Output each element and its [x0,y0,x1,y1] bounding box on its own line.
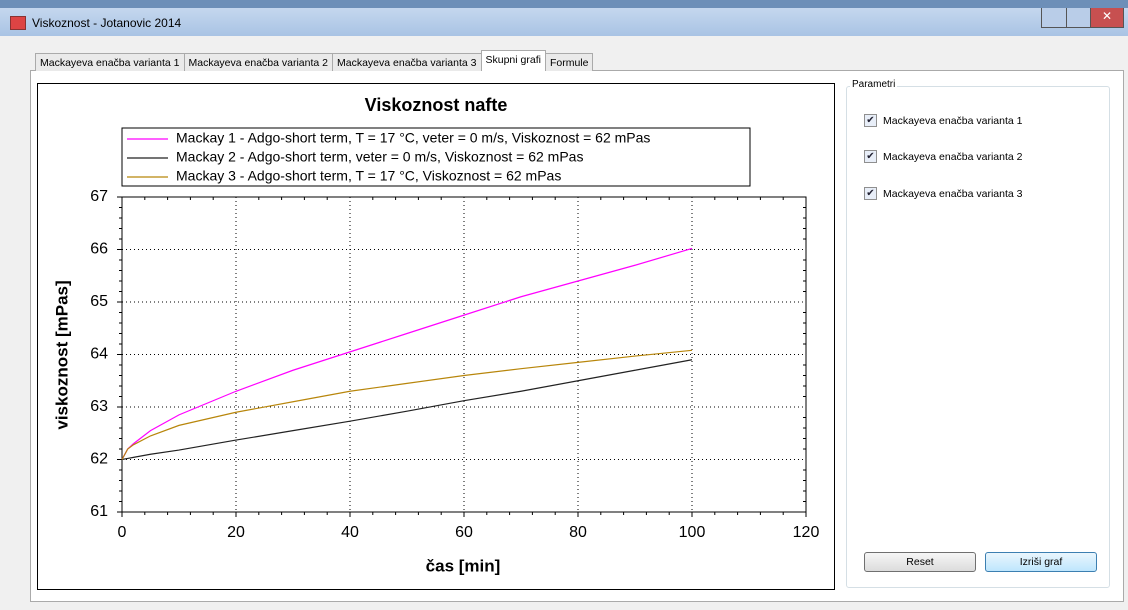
checkbox-label: Mackayeva enačba varianta 2 [883,150,1023,163]
x-tick-label: 100 [679,524,706,541]
checkbox[interactable]: ✔ Mackayeva enačba varianta 3 [864,187,1023,200]
y-tick-label: 66 [90,241,108,258]
x-tick-label: 120 [793,524,820,541]
x-tick-label: 80 [569,524,587,541]
checkbox-box[interactable]: ✔ [864,150,877,163]
tab[interactable]: Mackayeva enačba varianta 2 [183,53,333,71]
y-tick-label: 64 [90,346,108,363]
x-tick-label: 0 [118,524,127,541]
tab[interactable]: Skupni grafi [480,50,546,71]
legend-label: Mackay 2 - Adgo-short term, veter = 0 m/… [176,149,583,165]
plot-frame [121,196,807,513]
tab-strip: Mackayeva enačba varianta 1 Mackayeva ena… [35,50,594,71]
checkbox-label: Mackayeva enačba varianta 1 [883,114,1023,127]
title-bar: Viskoznost - Jotanovic 2014 ✕ [0,8,1128,36]
draw-button[interactable]: Izriši graf [985,552,1097,572]
x-axis-label: čas [min] [426,556,501,575]
checkbox-label: Mackayeva enačba varianta 3 [883,187,1023,200]
tab[interactable]: Formule [544,53,594,71]
y-tick-label: 65 [90,293,108,310]
x-tick-label: 20 [227,524,245,541]
series-line [121,247,693,460]
chart: Viskoznost nafte čas [min] viskoznost [m… [37,83,835,590]
maximize-button[interactable] [1066,8,1092,28]
chart-title: Viskoznost nafte [365,95,508,115]
legend-label: Mackay 1 - Adgo-short term, T = 17 °C, v… [176,130,650,146]
x-tick-label: 40 [341,524,359,541]
group-title: Parametri [850,79,898,90]
series-line [121,349,693,460]
checkbox[interactable]: ✔ Mackayeva enačba varianta 1 [864,114,1023,127]
y-tick-label: 67 [90,188,108,205]
y-axis-label: viskoznost [mPas] [52,280,71,429]
y-tick-label: 63 [90,398,108,415]
x-tick-label: 60 [455,524,473,541]
reset-button[interactable]: Reset [864,552,976,572]
series-line [121,359,693,461]
minimize-button[interactable] [1041,8,1068,28]
tab[interactable]: Mackayeva enačba varianta 3 [332,53,482,71]
tab[interactable]: Mackayeva enačba varianta 1 [35,53,185,71]
y-tick-label: 61 [90,503,108,520]
window-title: Viskoznost - Jotanovic 2014 [32,16,182,30]
parameter-group [846,86,1110,588]
legend-frame [121,127,751,187]
y-tick-label: 62 [90,451,108,468]
checkbox-box[interactable]: ✔ [864,114,877,127]
checkbox[interactable]: ✔ Mackayeva enačba varianta 2 [864,150,1023,163]
close-button[interactable]: ✕ [1090,8,1124,28]
app-icon [10,16,26,30]
legend-label: Mackay 3 - Adgo-short term, T = 17 °C, V… [176,168,561,184]
window: Viskoznost - Jotanovic 2014 ✕ Mackayeva … [0,8,1128,610]
checkbox-box[interactable]: ✔ [864,187,877,200]
